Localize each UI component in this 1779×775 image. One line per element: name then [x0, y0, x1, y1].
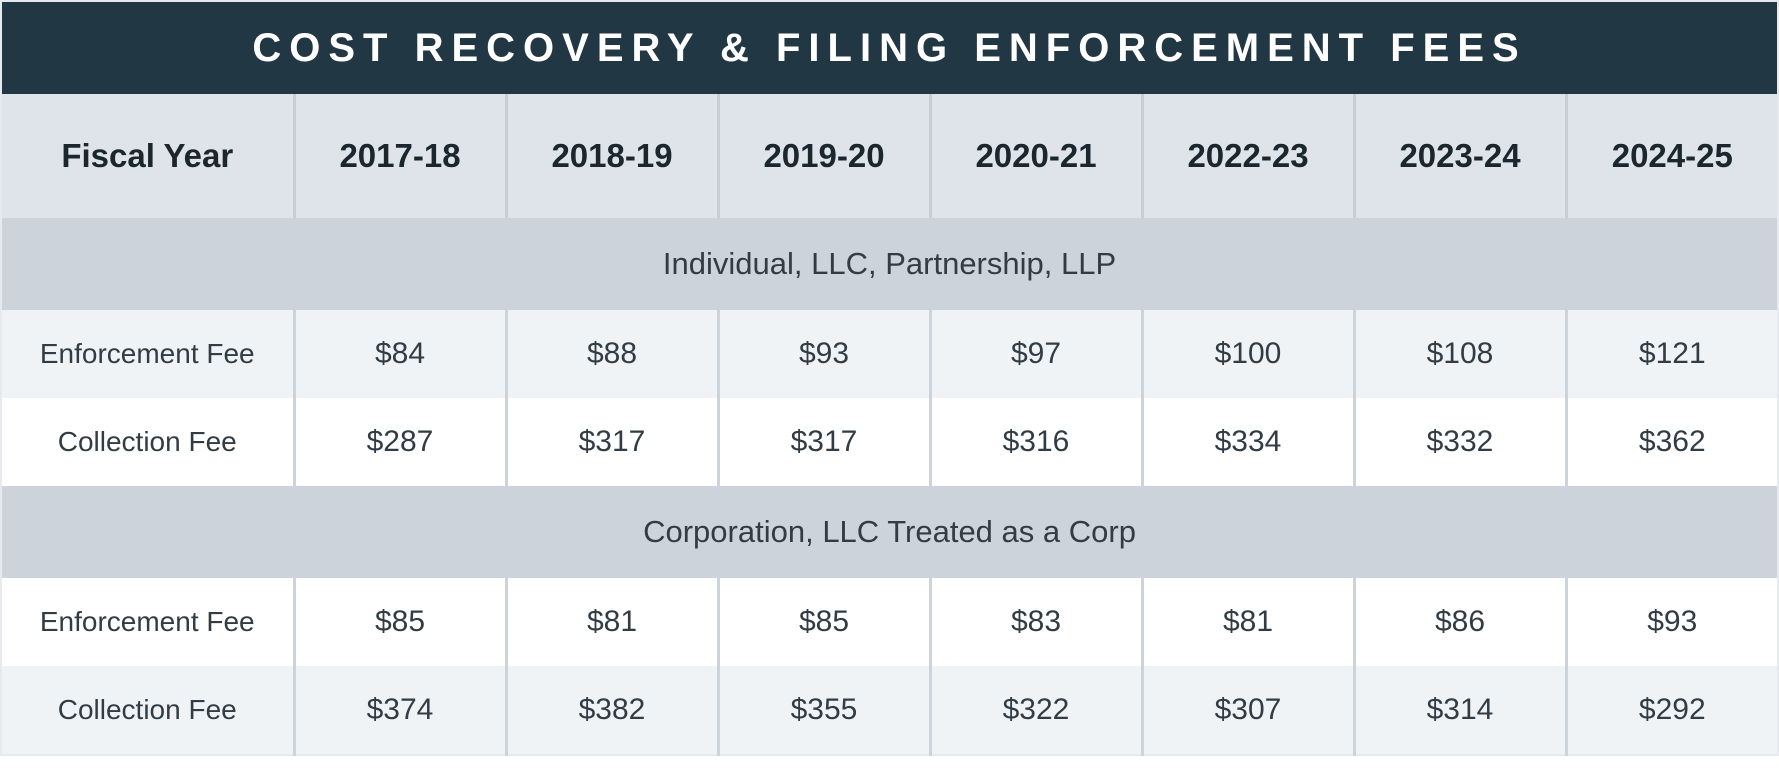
fee-value: $108	[1352, 310, 1566, 398]
fee-value: $382	[504, 666, 718, 755]
fee-value: $93	[1564, 578, 1779, 666]
year-column-header: 2022-23	[1140, 94, 1354, 218]
fee-value: $322	[928, 666, 1142, 755]
fee-value: $81	[1140, 578, 1354, 666]
fee-value: $83	[928, 578, 1142, 666]
year-column-header: 2023-24	[1352, 94, 1566, 218]
fee-value: $121	[1564, 310, 1779, 398]
section-title: Individual, LLC, Partnership, LLP	[1, 218, 1779, 310]
fee-value: $93	[716, 310, 930, 398]
page-title: COST RECOVERY & FILING ENFORCEMENT FEES	[1, 1, 1779, 94]
row-label: Collection Fee	[1, 666, 294, 755]
fee-value: $287	[292, 398, 506, 486]
fee-value: $355	[716, 666, 930, 755]
table-row-individual-enforcement: Enforcement Fee $84 $88 $93 $97 $100 $10…	[1, 310, 1779, 398]
title-bar: COST RECOVERY & FILING ENFORCEMENT FEES	[1, 1, 1779, 94]
row-label: Collection Fee	[1, 398, 294, 486]
fee-value: $292	[1564, 666, 1779, 755]
cost-recovery-fees-table: COST RECOVERY & FILING ENFORCEMENT FEES …	[0, 0, 1779, 756]
year-column-header: 2018-19	[504, 94, 718, 218]
fee-value: $307	[1140, 666, 1354, 755]
year-column-header: 2017-18	[292, 94, 506, 218]
year-column-header: 2020-21	[928, 94, 1142, 218]
fee-value: $334	[1140, 398, 1354, 486]
section-band-individual: Individual, LLC, Partnership, LLP	[1, 218, 1779, 310]
fiscal-year-label: Fiscal Year	[1, 94, 294, 218]
fee-value: $88	[504, 310, 718, 398]
table-row-corporation-enforcement: Enforcement Fee $85 $81 $85 $83 $81 $86 …	[1, 578, 1779, 666]
section-title: Corporation, LLC Treated as a Corp	[1, 486, 1779, 578]
fiscal-year-header-row: Fiscal Year 2017-18 2018-19 2019-20 2020…	[1, 94, 1779, 218]
fee-value: $85	[292, 578, 506, 666]
fee-value: $84	[292, 310, 506, 398]
fee-value: $374	[292, 666, 506, 755]
fee-value: $85	[716, 578, 930, 666]
fee-value: $317	[716, 398, 930, 486]
row-label: Enforcement Fee	[1, 310, 294, 398]
fee-value: $332	[1352, 398, 1566, 486]
section-band-corporation: Corporation, LLC Treated as a Corp	[1, 486, 1779, 578]
fee-value: $97	[928, 310, 1142, 398]
table-row-corporation-collection: Collection Fee $374 $382 $355 $322 $307 …	[1, 666, 1779, 755]
fee-value: $100	[1140, 310, 1354, 398]
fee-value: $317	[504, 398, 718, 486]
year-column-header: 2019-20	[716, 94, 930, 218]
fee-value: $316	[928, 398, 1142, 486]
table-row-individual-collection: Collection Fee $287 $317 $317 $316 $334 …	[1, 398, 1779, 486]
fee-value: $314	[1352, 666, 1566, 755]
fee-value: $362	[1564, 398, 1779, 486]
row-label: Enforcement Fee	[1, 578, 294, 666]
fee-value: $81	[504, 578, 718, 666]
fee-value: $86	[1352, 578, 1566, 666]
year-column-header: 2024-25	[1564, 94, 1779, 218]
